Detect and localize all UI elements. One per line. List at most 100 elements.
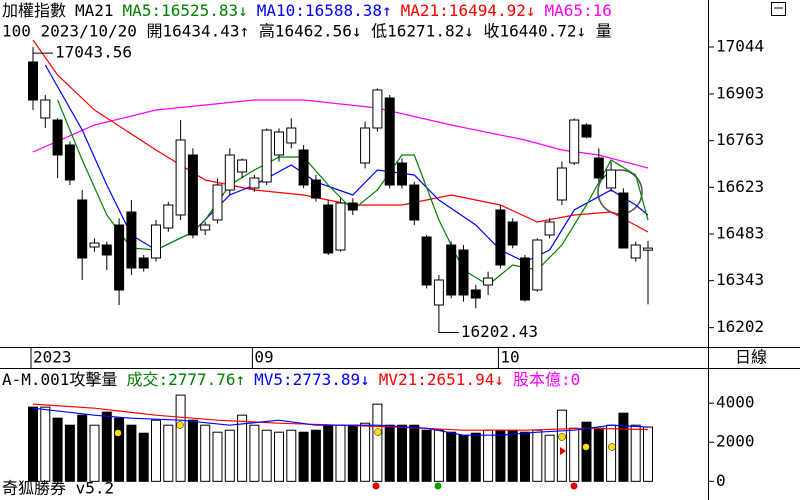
header-item: 加權指數 (2, 1, 66, 20)
volume-bar (175, 394, 186, 482)
volume-bar (544, 434, 555, 482)
volume-bar (495, 429, 506, 482)
volume-bar (274, 431, 284, 482)
annotation-leader (32, 47, 53, 54)
candle-body (335, 202, 346, 251)
y-tick-label: 16202 (716, 317, 764, 336)
candle-body (421, 236, 432, 286)
candle-body (372, 89, 383, 129)
x-tick-label: 10 (500, 348, 519, 367)
signal-dot (372, 482, 380, 490)
signal-dots (114, 421, 616, 490)
period-label: 日線 (735, 348, 767, 367)
candle-body (286, 127, 297, 144)
volume-bar (606, 424, 617, 482)
volume-bar (89, 424, 100, 482)
volume-bar (581, 421, 592, 482)
x-tick-label: 09 (254, 348, 273, 367)
candle-body (618, 192, 629, 249)
volume-bar (470, 432, 481, 482)
volume-bar (138, 432, 149, 482)
volume-bar (569, 427, 580, 482)
y-tick-label: 16483 (716, 224, 764, 243)
candle-body (163, 204, 174, 229)
y-tick-label: 4000 (716, 393, 755, 412)
volume-bar (212, 431, 223, 482)
volume-bar (261, 429, 272, 482)
candle-body (409, 184, 420, 221)
volume-bar (630, 424, 641, 482)
header-item: MV21:2651.94↓ (379, 370, 504, 389)
candle-body (643, 247, 653, 251)
ma-line (32, 407, 649, 436)
candle-body (397, 162, 407, 186)
volume-bar (556, 409, 567, 482)
volume-bar (249, 424, 260, 482)
volume-bar (151, 419, 161, 482)
y-tick-label: 0 (716, 471, 726, 490)
candle-body (77, 199, 88, 259)
volume-bar (643, 426, 653, 482)
volume-bar (323, 424, 334, 482)
candle-body (446, 244, 457, 296)
candle-body (64, 144, 75, 181)
header-item: 成交:2777.76↑ (126, 370, 245, 389)
candle-body (556, 167, 567, 201)
ma-line (44, 64, 649, 263)
signal-dot (582, 443, 590, 451)
candle-body (544, 221, 555, 236)
candle-body (151, 224, 161, 259)
signal-dot (374, 428, 382, 436)
candle-body (310, 179, 321, 199)
volume-bar (200, 424, 211, 482)
candle-body (89, 242, 100, 248)
candle-body (298, 149, 309, 186)
y-tick-label: 16343 (716, 270, 764, 289)
candle-body (101, 244, 112, 256)
header-item: A-M.001攻擊量 (2, 370, 117, 389)
icon-frame[interactable] (771, 2, 786, 16)
volume-bar (298, 431, 309, 482)
candle-body (532, 239, 543, 291)
volume-bar (77, 414, 88, 482)
volume-bar (532, 429, 543, 482)
volume-bar (483, 429, 494, 482)
volume-bar (397, 424, 407, 482)
volume-bar (335, 424, 346, 482)
candle-body (237, 159, 248, 173)
volume-bar (458, 434, 469, 482)
volume-bar (310, 429, 321, 482)
volume-bar (237, 414, 248, 482)
window-icon[interactable] (771, 2, 786, 16)
volume-bar (446, 431, 457, 482)
candle-body (126, 211, 137, 269)
y-tick-label: 16763 (716, 130, 764, 149)
signal-dot (114, 429, 122, 437)
volume-bar (347, 424, 358, 482)
y-tick-label: 16903 (716, 84, 764, 103)
candle-body (187, 154, 198, 236)
candle-body (470, 289, 481, 299)
volume-bar (286, 429, 297, 482)
candle-body (507, 221, 518, 246)
volume-bar (52, 417, 63, 482)
candle-body (433, 279, 444, 306)
volume-bar (163, 424, 174, 482)
y-tick-label: 16623 (716, 177, 764, 196)
candle-body (40, 99, 51, 119)
candle-body (175, 139, 186, 216)
candle-body (224, 154, 235, 191)
volume-bar (187, 419, 198, 482)
ma-line (57, 99, 649, 286)
candle-body (569, 119, 580, 164)
candle-body (593, 157, 604, 179)
volume-bar (433, 429, 444, 482)
volume-bar (126, 424, 137, 482)
candle-body (52, 119, 63, 156)
signal-dot (558, 433, 566, 441)
volume-bar (224, 429, 235, 482)
candle-body (274, 131, 284, 156)
candle-body (200, 224, 211, 231)
candle-body (249, 177, 260, 189)
